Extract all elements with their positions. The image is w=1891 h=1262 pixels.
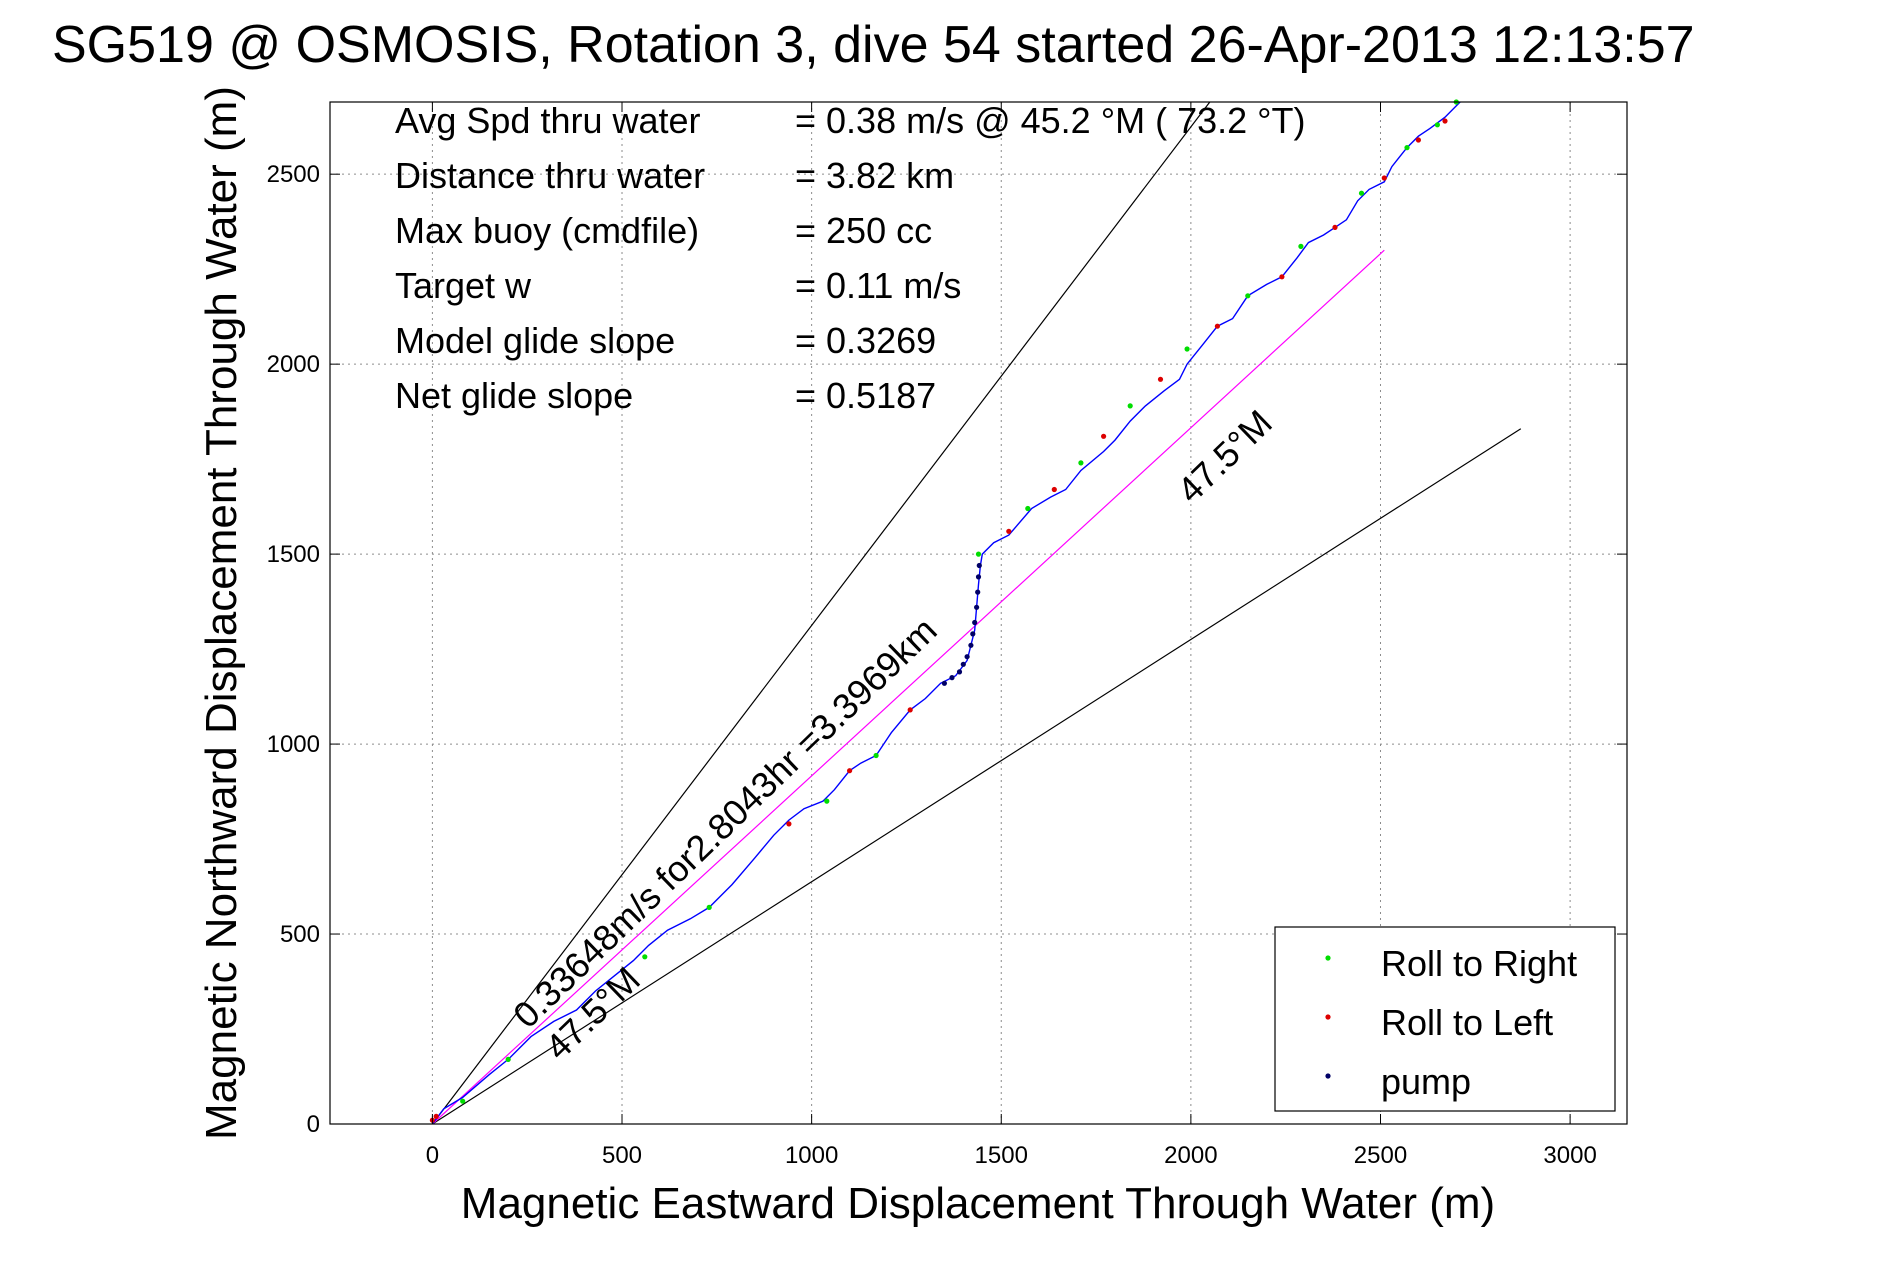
stat-value: = 0.38 m/s @ 45.2 °M ( 73.2 °T) — [795, 100, 1306, 141]
roll-right-point — [1404, 145, 1410, 151]
pump-point — [976, 562, 982, 569]
roll-left-point — [1101, 433, 1107, 439]
x-tick-label: 3000 — [1543, 1142, 1596, 1169]
y-axis-label: Magnetic Northward Displacement Through … — [197, 86, 246, 1140]
stat-label: Avg Spd thru water — [395, 100, 701, 141]
y-tick-label: 0 — [307, 1111, 320, 1138]
roll-left-point — [1415, 137, 1421, 143]
roll-right-point — [824, 798, 830, 804]
x-axis-label: Magnetic Eastward Displacement Through W… — [461, 1179, 1495, 1228]
roll-left-point — [1442, 118, 1448, 124]
stat-label: Max buoy (cmdfile) — [395, 210, 699, 251]
roll-right-point — [1298, 243, 1304, 249]
x-tick-label: 500 — [602, 1142, 642, 1169]
stat-label: Model glide slope — [395, 320, 675, 361]
roll-left-point — [847, 768, 853, 774]
x-tick-label: 2000 — [1164, 1142, 1217, 1169]
pump-point — [974, 604, 980, 610]
roll-right-point — [1184, 346, 1190, 352]
stat-value: = 250 cc — [795, 210, 932, 251]
legend-marker — [1325, 955, 1331, 961]
legend-marker — [1325, 1014, 1331, 1020]
stat-label: Distance thru water — [395, 155, 705, 196]
y-tick-label: 2500 — [267, 161, 320, 188]
stat-value: = 3.82 km — [795, 155, 954, 196]
pump-point — [968, 642, 974, 648]
stat-label: Target w — [395, 265, 532, 306]
roll-right-point — [1434, 122, 1440, 128]
roll-left-point — [1214, 323, 1220, 329]
roll-right-point — [642, 954, 648, 960]
roll-left-point — [907, 707, 913, 713]
legend-label: Roll to Left — [1381, 1002, 1553, 1043]
axis-ticks: 0 500 1000 1500 2000 2500 3000 0 500 1000 1500 2000… — [267, 102, 1627, 1169]
roll-right-point — [460, 1098, 466, 1104]
roll-right-point — [1127, 403, 1133, 409]
stat-label: Net glide slope — [395, 375, 633, 416]
pump-point — [975, 574, 982, 580]
y-tick-label: 500 — [280, 921, 320, 948]
roll-left-point — [1332, 224, 1338, 230]
envelope-line-upper — [431, 101, 1211, 1125]
track-line — [431, 101, 1461, 1125]
stat-value: = 0.11 m/s — [795, 265, 961, 306]
legend-box — [1274, 926, 1616, 1112]
x-tick-label: 1000 — [785, 1142, 838, 1169]
roll-right-point — [1358, 190, 1365, 196]
roll-right-point — [975, 551, 982, 557]
legend: Roll to Right Roll to Left pump — [1274, 926, 1616, 1112]
roll-right-point — [873, 752, 879, 759]
x-tick-label: 0 — [426, 1142, 439, 1169]
pump-point — [941, 680, 948, 686]
roll-right-point — [1078, 460, 1084, 466]
roll-right-point — [706, 904, 712, 911]
pump-point — [970, 631, 976, 637]
roll-right-point — [1025, 505, 1031, 512]
roll-left-point — [433, 1113, 439, 1119]
roll-right-point — [1245, 293, 1251, 299]
legend-label: pump — [1381, 1061, 1471, 1102]
legend-label: Roll to Right — [1381, 943, 1577, 984]
stats-block: Avg Spd thru water = 0.38 m/s @ 45.2 °M (… — [395, 100, 1306, 416]
heading-line — [431, 249, 1385, 1125]
pump-point — [964, 654, 970, 660]
pump-point — [949, 675, 955, 681]
legend-marker — [1325, 1073, 1331, 1079]
envelope-line-lower — [432, 428, 1522, 1125]
roll-left-point — [1381, 175, 1387, 181]
plot-frame — [329, 101, 1628, 1125]
chart-title: SG519 @ OSMOSIS, Rotation 3, dive 54 sta… — [52, 16, 1695, 74]
roll-left-point — [1157, 376, 1164, 382]
x-tick-label: 2500 — [1354, 1142, 1407, 1169]
series-layer — [429, 99, 1522, 1125]
roll-left-point — [1006, 528, 1012, 534]
y-tick-label: 1500 — [267, 541, 320, 568]
y-tick-label: 1000 — [267, 731, 320, 758]
y-tick-label: 2000 — [267, 351, 320, 378]
roll-left-point — [1051, 486, 1057, 493]
roll-left-point — [1279, 274, 1285, 280]
pump-point — [972, 619, 978, 626]
stat-value: = 0.3269 — [795, 320, 936, 361]
pump-point — [975, 589, 981, 595]
roll-right-point — [505, 1056, 511, 1062]
x-tick-label: 1500 — [975, 1142, 1028, 1169]
pump-point — [956, 669, 963, 675]
roll-left-point — [786, 821, 792, 827]
stat-value: = 0.5187 — [795, 375, 936, 416]
pump-point — [960, 661, 966, 667]
